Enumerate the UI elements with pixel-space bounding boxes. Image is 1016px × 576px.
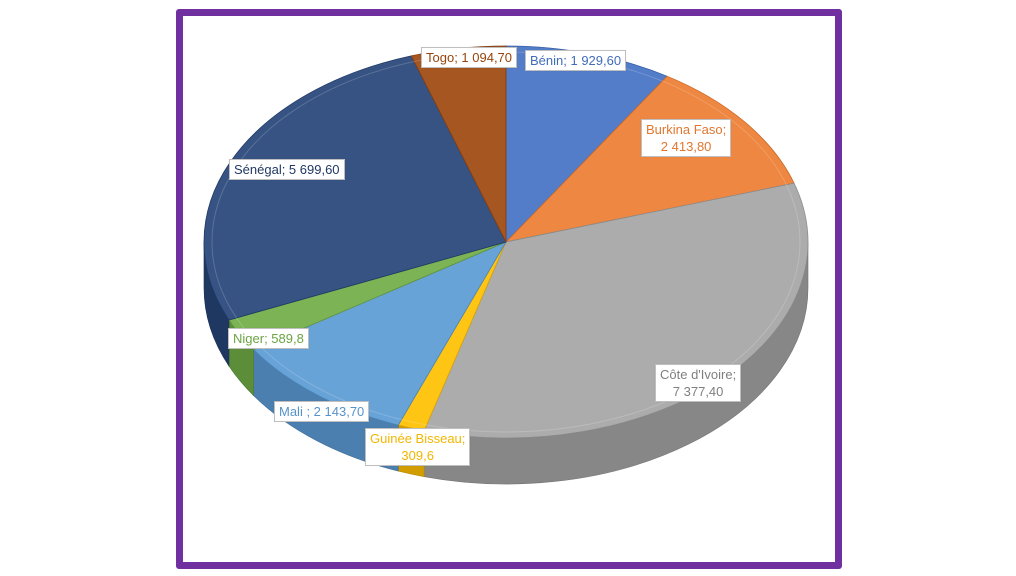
data-label-guin-e-bisseau: Guinée Bisseau; 309,6 [365,428,471,466]
pie-slice-burkina-faso [504,75,795,243]
data-label-togo: Togo; 1 094,70 [421,47,518,68]
data-label-b-nin: Bénin; 1 929,60 [525,50,627,71]
data-label-niger: Niger; 589,8 [228,328,309,349]
data-label-s-n-gal: Sénégal; 5 699,60 [229,159,345,180]
data-label-mali: Mali ; 2 143,70 [274,401,370,422]
pie-slice-mali [252,241,507,426]
data-label-c-te-d-ivoire: Côte d'Ivoire; 7 377,40 [655,364,742,402]
data-label-burkina-faso: Burkina Faso; 2 413,80 [641,119,732,157]
